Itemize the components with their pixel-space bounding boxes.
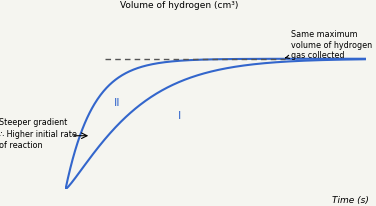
Text: Same maximum
volume of hydrogen
gas collected: Same maximum volume of hydrogen gas coll… <box>285 30 372 60</box>
Text: Volume of hydrogen (cm³): Volume of hydrogen (cm³) <box>120 1 238 10</box>
Text: Steeper gradient
∴ Higher initial rate
of reaction: Steeper gradient ∴ Higher initial rate o… <box>0 118 77 150</box>
Text: II: II <box>114 98 120 108</box>
Text: I: I <box>178 111 182 121</box>
Text: Time (s): Time (s) <box>332 196 369 205</box>
